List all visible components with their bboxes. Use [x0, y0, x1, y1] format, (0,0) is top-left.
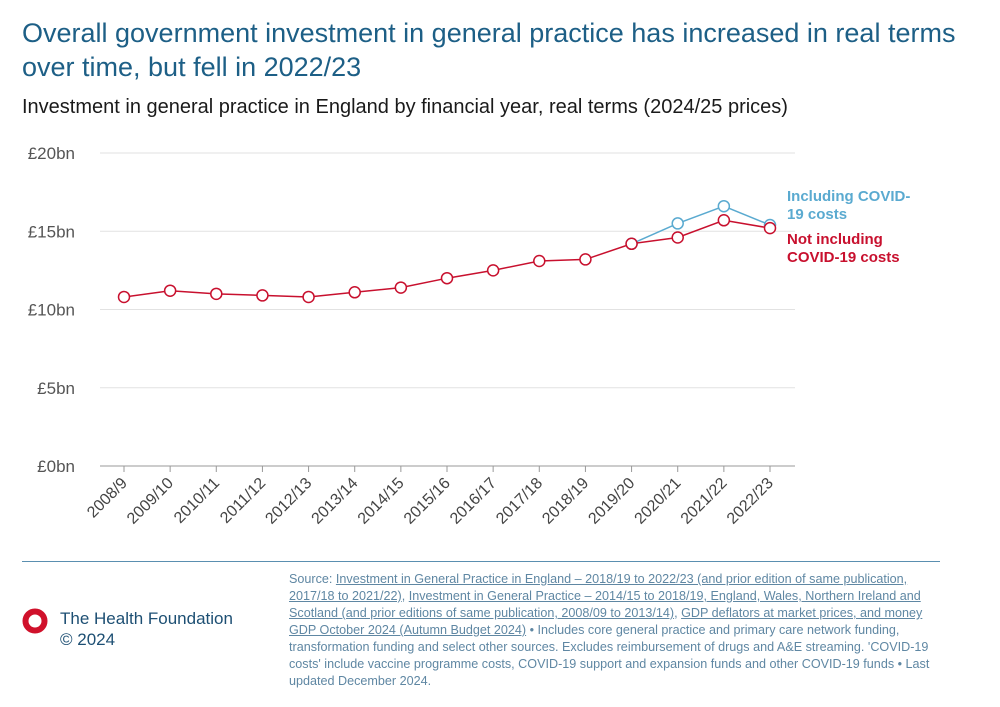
series-line	[631, 205, 771, 245]
data-point	[117, 290, 131, 304]
x-tick-label: 2015/16	[401, 475, 454, 528]
x-tick-label: 2008/9	[84, 475, 131, 522]
chart-title: Overall government investment in general…	[22, 18, 956, 82]
source-text: Source:	[289, 572, 336, 586]
y-tick-label: £0bn	[37, 457, 75, 476]
data-point	[302, 290, 315, 304]
x-tick-label: 2014/15	[355, 475, 408, 528]
source-text: • Includes core general practice and pri…	[289, 623, 930, 688]
chart-subtitle: Investment in general practice in Englan…	[22, 96, 788, 118]
data-point	[717, 214, 731, 227]
data-point	[394, 281, 408, 294]
source-link[interactable]: Investment in General Practice – 2014/15…	[289, 589, 921, 620]
brand: The Health Foundation	[60, 609, 233, 628]
source-link[interactable]: GDP deflators at market prices, and mone…	[289, 606, 923, 637]
data-point	[671, 231, 684, 244]
y-tick-label: £10bn	[28, 301, 75, 320]
x-tick-label: 2022/23	[724, 475, 777, 528]
data-point	[348, 286, 361, 299]
y-tick-label: £5bn	[37, 379, 75, 398]
legend-label: Not including COVID-19 costs	[787, 231, 900, 266]
data-point	[671, 217, 684, 230]
x-tick-label: 2019/20	[585, 475, 638, 528]
data-point	[763, 221, 777, 235]
data-point	[210, 287, 223, 301]
data-point	[717, 199, 731, 213]
data-point	[625, 237, 638, 251]
data-point	[440, 271, 454, 285]
data-point	[579, 253, 592, 266]
x-tick-label: 2013/14	[309, 475, 362, 528]
x-tick-label: 2009/10	[124, 475, 177, 528]
source-text: ,	[401, 589, 409, 603]
data-point	[533, 254, 546, 268]
y-tick-label: £20bn	[28, 144, 75, 163]
data-point	[486, 264, 500, 277]
source-note: Source: Investment in General Practice i…	[289, 571, 939, 690]
copyright: © 2024	[60, 630, 116, 649]
logo	[22, 608, 48, 634]
legend-label: Including COVID-19 costs	[787, 188, 911, 223]
footer-rule	[22, 561, 940, 562]
x-tick-label: 2012/13	[262, 475, 315, 528]
x-tick-label: 2016/17	[447, 475, 500, 528]
x-tick-label: 2011/12	[217, 475, 269, 527]
y-tick-label: £15bn	[28, 222, 75, 241]
x-tick-label: 2021/22	[678, 475, 731, 528]
x-tick-label: 2010/11	[171, 475, 223, 527]
data-point	[256, 289, 269, 302]
source-link[interactable]: Investment in General Practice in Englan…	[289, 572, 908, 603]
data-point	[163, 284, 177, 297]
source-text: ,	[674, 606, 682, 620]
x-tick-label: 2017/18	[493, 475, 546, 528]
x-tick-label: 2018/19	[539, 475, 592, 528]
series-line	[123, 219, 771, 298]
x-tick-label: 2020/21	[632, 475, 685, 528]
chart: £0bn £5bn £10bn £15bn £20bn 2008/92009/102010…	[28, 144, 795, 528]
